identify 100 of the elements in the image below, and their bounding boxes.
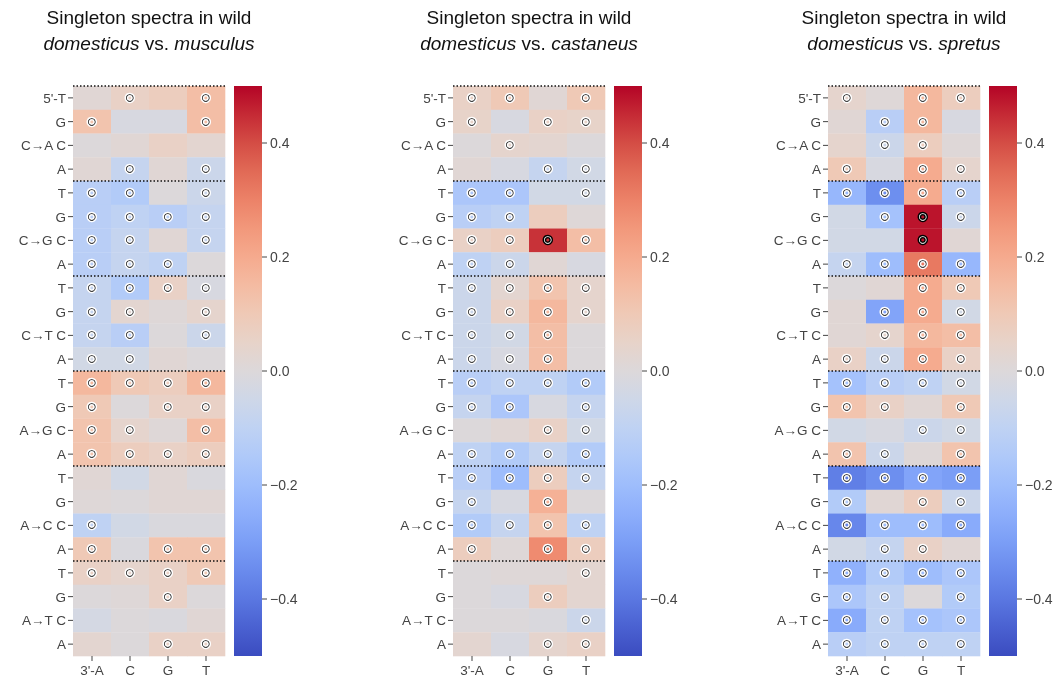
x-tick-label: T [581,663,591,677]
data-label: ○ [124,325,136,345]
data-label: ○ [162,372,174,392]
y-tick-label: G [435,399,446,415]
data-label: ○ [955,87,967,107]
data-label: ○ [162,539,174,559]
data-label: ○ [917,372,929,392]
y-tick-label: T [437,470,446,486]
y-tick-label: T [57,565,66,581]
data-label: ○ [86,230,98,250]
data-label: ○ [955,206,967,226]
y-tick-label: A [436,447,446,463]
data-label: ○ [580,444,592,464]
x-tick-label: C [125,663,136,677]
data-label: ○ [200,87,212,107]
data-label: ○ [504,206,516,226]
data-label: ○ [466,277,478,297]
data-label: ○ [841,349,853,369]
data-label: ○ [124,301,136,321]
data-label: ○ [955,467,967,487]
data-label: ○ [580,372,592,392]
data-label: ○ [542,491,554,511]
color-bar-label: −0.4 [1025,591,1053,607]
data-label: ○ [841,182,853,202]
data-label: ○ [124,182,136,202]
data-label: ○ [955,182,967,202]
data-label: ○ [86,444,98,464]
data-label: ○ [200,444,212,464]
data-label: ○ [917,562,929,582]
data-label: ○ [504,301,516,321]
y-tick-label: A→T C [401,613,447,629]
data-label: ○ [955,491,967,511]
chart-subtitle: domesticus vs. musculus [43,33,256,54]
data-label: ○ [200,301,212,321]
color-bar-label: 0.2 [1025,249,1045,265]
data-label: ○ [162,586,174,606]
data-label: ○ [86,254,98,274]
y-tick-label: G [55,209,66,225]
data-label: ○ [124,562,136,582]
x-tick-label: C [505,663,516,677]
data-label: ○ [504,254,516,274]
color-bar-label: −0.2 [1025,477,1053,493]
data-label: ○ [466,301,478,321]
y-tick-label: A [811,352,821,368]
y-tick-label: C→T C [776,328,822,344]
color-bar-label: 0.4 [270,135,290,151]
data-label: ○ [955,634,967,654]
x-tick-label: C [880,663,891,677]
data-label: ○ [466,182,478,202]
data-label: ○ [917,515,929,535]
x-tick-label: 3'-A [80,663,104,677]
data-label: ○ [580,277,592,297]
y-tick-label: T [812,470,821,486]
data-label: ○ [580,230,592,250]
data-label: ○ [955,254,967,274]
y-tick-label: G [435,209,446,225]
data-label: ○ [542,349,554,369]
data-label: ○ [200,634,212,654]
y-tick-label: T [437,280,446,296]
data-label: ○ [200,372,212,392]
data-label: ○ [879,325,891,345]
data-label: ○ [580,610,592,630]
y-tick-label: T [57,375,66,391]
data-label: ○ [86,182,98,202]
x-tick-label: 3'-A [460,663,484,677]
y-tick-label: C→A C [20,138,67,154]
x-tick-label: G [542,663,554,677]
chart-subtitle: domesticus vs. castaneus [420,33,639,54]
data-label: ○ [879,396,891,416]
x-tick-label: 3'-A [835,663,859,677]
data-label: ○ [86,325,98,345]
data-label: ○ [580,87,592,107]
data-label: ○ [162,396,174,416]
data-label: ○ [504,372,516,392]
data-label: ○ [917,634,929,654]
y-tick-label: G [55,494,66,510]
y-tick-label: A [436,637,446,653]
y-tick-label: T [437,375,446,391]
x-tick-label: G [917,663,929,677]
data-label: ○ [841,515,853,535]
data-label: ○ [504,396,516,416]
data-label: ○ [466,325,478,345]
data-label: ○ [542,111,554,131]
data-label: ○ [466,254,478,274]
data-label: ○ [917,539,929,559]
data-label: ○ [841,491,853,511]
y-tick-label: A [56,352,66,368]
y-tick-label: G [55,304,66,320]
y-tick-label: C→A C [775,138,822,154]
y-tick-label: A→C C [775,518,822,534]
data-label: ○ [841,467,853,487]
y-tick-label: T [437,185,446,201]
data-label: ○ [124,206,136,226]
y-tick-label: A [436,257,446,273]
data-label: ○ [124,254,136,274]
y-tick-label: A [811,637,821,653]
data-label: ○ [86,206,98,226]
data-label: ○ [879,634,891,654]
data-label: ○ [917,87,929,107]
data-label: ○ [162,277,174,297]
